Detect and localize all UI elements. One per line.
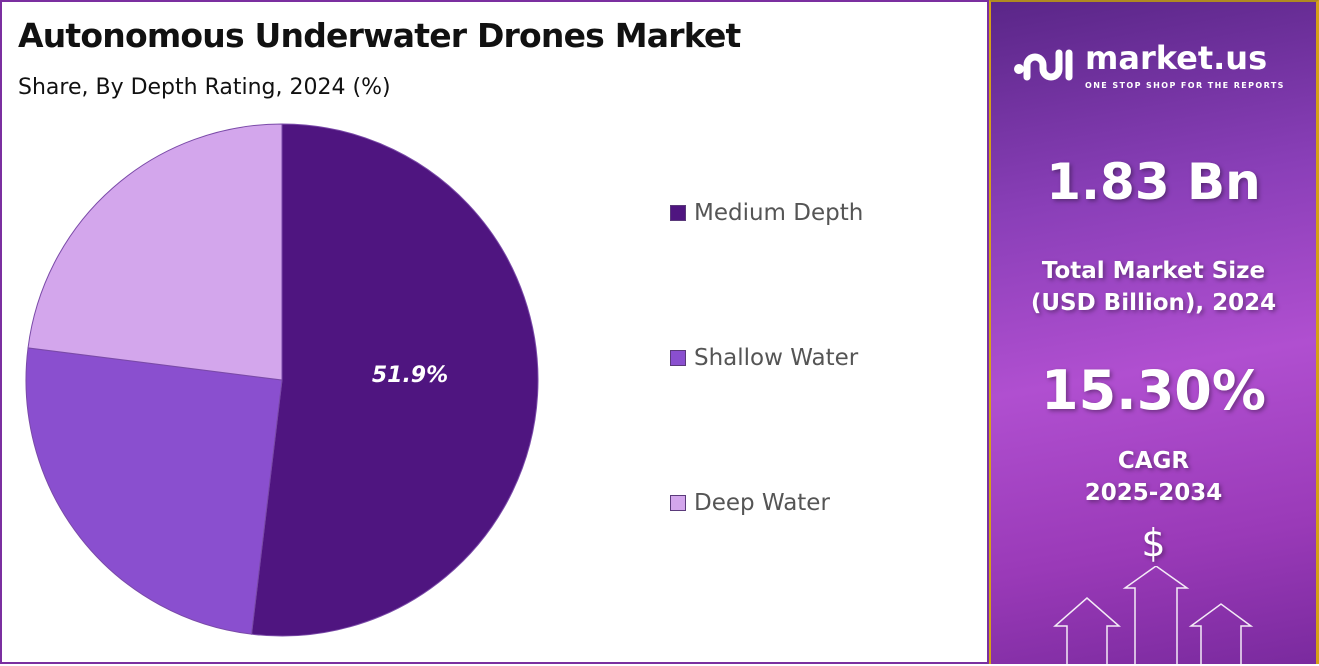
dollar-icon: $ xyxy=(1141,521,1166,565)
legend-label: Deep Water xyxy=(694,490,830,516)
legend-item: Shallow Water xyxy=(670,344,858,372)
pie-slice-deep-water xyxy=(27,123,283,381)
growth-arrows-icon xyxy=(1053,566,1254,666)
legend-label: Medium Depth xyxy=(694,200,864,226)
pie-chart: 51.9% xyxy=(25,123,539,637)
brand-logo: market.us ONE STOP SHOP FOR THE REPORTS xyxy=(1013,38,1303,91)
cagr-label-2: 2025-2034 xyxy=(1084,480,1223,506)
legend-item: Medium Depth xyxy=(670,199,863,227)
cagr-label-1: CAGR xyxy=(1117,448,1190,474)
legend-item: Deep Water xyxy=(670,489,830,517)
summary-panel: market.us ONE STOP SHOP FOR THE REPORTS … xyxy=(989,0,1319,666)
chart-panel: Autonomous Underwater Drones Market Shar… xyxy=(0,0,989,664)
legend-swatch xyxy=(670,495,686,511)
market-size-label-1: Total Market Size xyxy=(1041,258,1266,284)
brand-tagline: ONE STOP SHOP FOR THE REPORTS xyxy=(1085,81,1285,90)
legend-swatch xyxy=(670,350,686,366)
brand-name: market.us xyxy=(1085,39,1268,77)
market-size-value: 1.83 Bn xyxy=(1046,153,1261,211)
market-size-label-2: (USD Billion), 2024 xyxy=(1030,290,1277,316)
legend-swatch xyxy=(670,205,686,221)
chart-title: Autonomous Underwater Drones Market xyxy=(18,16,741,55)
market-us-logo-icon xyxy=(1014,49,1073,80)
data-label: 51.9% xyxy=(372,363,448,388)
pie-slice-shallow-water xyxy=(25,347,283,635)
chart-subtitle: Share, By Depth Rating, 2024 (%) xyxy=(18,75,391,100)
cagr-value: 15.30% xyxy=(1041,359,1266,422)
pie-slice-medium-depth xyxy=(250,123,539,637)
legend-label: Shallow Water xyxy=(694,345,859,371)
